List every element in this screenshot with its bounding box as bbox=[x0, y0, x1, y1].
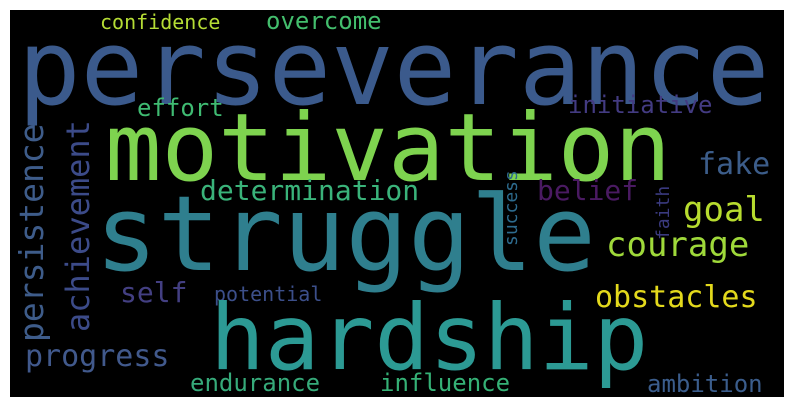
word-initiative: initiative bbox=[568, 91, 713, 119]
word-obstacles: obstacles bbox=[595, 280, 758, 315]
word-cloud: perseverance confidence overcome effort … bbox=[10, 10, 784, 397]
word-achievement: achievement bbox=[59, 120, 97, 332]
word-faith: faith bbox=[653, 185, 674, 240]
word-persistence: persistence bbox=[12, 123, 51, 342]
word-success: success bbox=[501, 170, 522, 246]
word-belief: belief bbox=[537, 174, 639, 207]
word-progress: progress bbox=[25, 339, 170, 374]
word-hardship: hardship bbox=[210, 286, 649, 391]
word-struggle: struggle bbox=[95, 173, 596, 295]
word-ambition: ambition bbox=[647, 370, 763, 397]
word-self: self bbox=[120, 276, 188, 309]
word-goal: goal bbox=[683, 190, 765, 230]
word-courage: courage bbox=[606, 225, 750, 265]
word-overcome: overcome bbox=[266, 10, 382, 35]
word-perseverance: perseverance bbox=[18, 10, 770, 129]
word-endurance: endurance bbox=[190, 369, 321, 397]
word-motivation: motivation bbox=[105, 94, 671, 203]
word-fake: fake bbox=[698, 147, 771, 182]
word-confidence: confidence bbox=[100, 10, 221, 34]
word-determination: determination bbox=[200, 174, 420, 207]
word-effort: effort bbox=[137, 94, 224, 122]
word-influence: influence bbox=[380, 369, 511, 397]
word-potential: potential bbox=[214, 282, 323, 306]
